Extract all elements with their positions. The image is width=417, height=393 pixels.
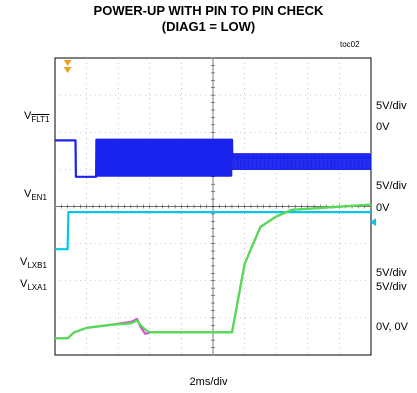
chart-subtitle: (DIAG1 = LOW): [161, 19, 256, 34]
trigger-marker-icon: [63, 60, 72, 66]
scope-markers: [63, 60, 376, 227]
channel-label-vflt1: VFLT1: [24, 110, 50, 124]
trigger-marker-icon: [63, 67, 72, 73]
ch1-zero-label: 0V: [376, 121, 390, 133]
ch2-zero-label: 0V: [376, 202, 390, 214]
trace-ven1: [55, 211, 371, 251]
figure-id: toc02: [340, 40, 360, 49]
ch34-scale-label-a: 5V/div: [376, 267, 407, 279]
trace-vlxa1: [55, 203, 372, 340]
level-marker-icon: [370, 218, 376, 227]
chart-title: POWER-UP WITH PIN TO PIN CHECK: [93, 3, 324, 18]
trace-vflt1-switching: [95, 139, 233, 177]
x-axis-label: 2ms/div: [189, 376, 228, 388]
channel-label-ven1: VEN1: [24, 188, 47, 202]
scope-traces: [55, 138, 372, 340]
trace-vflt1-switching: [231, 153, 372, 171]
channel-label-vlxa1: VLXA1: [20, 278, 47, 292]
ch34-zero-label: 0V, 0V: [376, 321, 409, 333]
channel-label-vlxb1: VLXB1: [20, 256, 47, 270]
ch34-scale-label-b: 5V/div: [376, 281, 407, 293]
ch2-scale-label: 5V/div: [376, 180, 407, 192]
ch1-scale-label: 5V/div: [376, 100, 407, 112]
scope-grid: [54, 57, 372, 356]
